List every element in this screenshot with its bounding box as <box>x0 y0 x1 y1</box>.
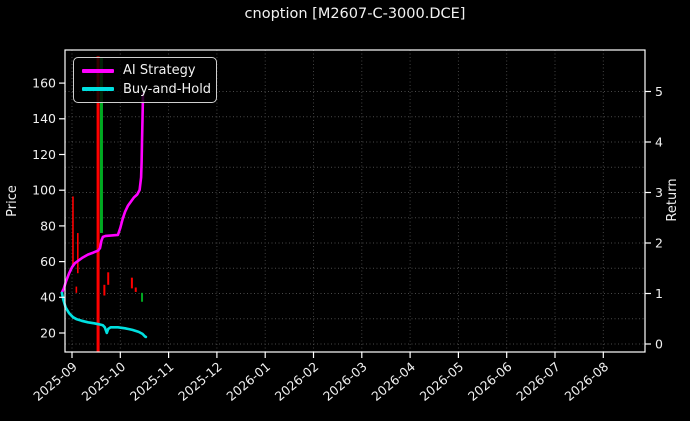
y2-tick-label: 5 <box>655 84 663 99</box>
chart-line-ai-strategy <box>60 92 145 294</box>
x-tick-label: 2025-11 <box>127 359 177 404</box>
y-tick-label: 80 <box>40 218 56 233</box>
legend-line-sample-ai-strategy <box>82 69 114 73</box>
legend-item-ai-strategy: AI Strategy <box>82 63 208 78</box>
legend-line-sample-buy-and-hold <box>82 87 114 91</box>
legend-label: Buy-and-Hold <box>123 81 212 97</box>
y-tick-label: 40 <box>40 290 56 305</box>
legend-item-buy-and-hold: Buy-and-Hold <box>82 81 212 97</box>
y-axis-label-price: Price <box>5 185 20 217</box>
y-tick-label: 120 <box>32 147 56 162</box>
x-tick-label: 2026-06 <box>465 359 515 404</box>
x-tick-label: 2026-05 <box>417 359 467 404</box>
x-tick-label: 2026-04 <box>368 359 418 404</box>
axes-and-ticks: 20 40 60 80 100 120 140 160 0 1 2 3 4 5 2025-092025-10… <box>30 49 663 404</box>
x-tick-label: 2026-02 <box>272 359 322 404</box>
x-tick-label: 2026-03 <box>320 359 370 404</box>
gridlines <box>65 50 645 352</box>
axes-border <box>64 49 646 353</box>
legend: AI Strategy Buy-and-Hold <box>73 57 217 103</box>
series-lines <box>60 92 148 339</box>
x-tick-label: 2025-12 <box>175 359 225 404</box>
x-tick-label: 2026-07 <box>513 359 563 404</box>
x-tick-label: 2025-10 <box>79 359 129 404</box>
y-axis-label-return: Return <box>665 178 680 221</box>
y-tick-label: 20 <box>40 325 56 340</box>
y-tick-label: 100 <box>32 183 56 198</box>
x-tick-label: 2026-01 <box>223 359 273 404</box>
y2-tick-label: 4 <box>655 134 663 149</box>
y2-tick-label: 2 <box>655 235 663 250</box>
x-tick-label: 2025-09 <box>30 359 80 404</box>
chart-line-buy-and-hold <box>60 291 148 339</box>
y2-tick-label: 1 <box>655 286 663 301</box>
chart-title: cnoption [M2607-C-3000.DCE] <box>244 6 466 22</box>
x-tick-label: 2026-08 <box>562 359 612 404</box>
y-tick-label: 60 <box>40 254 56 269</box>
y-tick-label: 140 <box>32 111 56 126</box>
y-tick-label: 160 <box>32 75 56 90</box>
legend-label: AI Strategy <box>123 63 196 79</box>
y2-tick-label: 0 <box>655 336 663 351</box>
y2-tick-label: 3 <box>655 185 663 200</box>
